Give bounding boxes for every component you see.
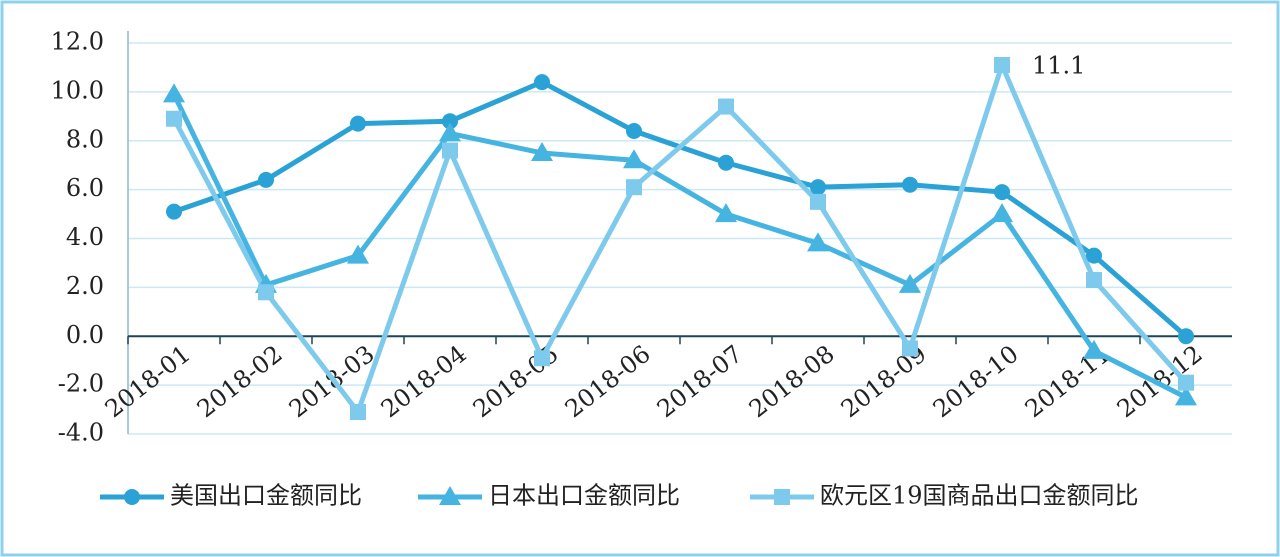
data-point xyxy=(718,98,734,115)
x-tick-label: 2018-04 xyxy=(376,340,472,423)
y-tick-label: -2.0 xyxy=(58,370,104,398)
data-point xyxy=(902,176,918,193)
series-line xyxy=(171,62,1188,415)
data-point xyxy=(442,113,458,130)
y-tick-label: 8.0 xyxy=(66,125,104,153)
data-point xyxy=(994,184,1010,201)
data-point xyxy=(1178,328,1194,345)
data-point xyxy=(810,179,826,196)
data-point xyxy=(902,340,918,357)
series-line xyxy=(173,79,1188,339)
data-point xyxy=(899,273,921,293)
data-point xyxy=(166,203,182,220)
x-tick-label: 2018-01 xyxy=(100,340,196,423)
legend-label: 欧元区19国商品出口金额同比 xyxy=(820,482,1139,510)
data-point xyxy=(810,193,826,210)
data-point xyxy=(1086,247,1102,264)
y-tick-label: 6.0 xyxy=(66,174,104,202)
y-tick-label: -4.0 xyxy=(58,419,104,447)
data-point xyxy=(534,74,550,91)
data-point xyxy=(1175,386,1197,406)
legend-label: 日本出口金额同比 xyxy=(488,482,680,510)
data-label: 11.1 xyxy=(1032,51,1085,79)
data-point xyxy=(347,244,369,264)
data-point xyxy=(715,203,737,223)
data-point xyxy=(1178,374,1194,391)
data-point xyxy=(258,171,274,188)
data-point xyxy=(626,179,642,196)
data-point xyxy=(623,149,645,169)
series-line xyxy=(171,93,1188,400)
y-tick-label: 12.0 xyxy=(51,28,104,56)
data-point xyxy=(626,122,642,139)
data-point xyxy=(439,122,461,142)
y-tick-label: 10.0 xyxy=(51,76,104,104)
data-point xyxy=(534,350,550,367)
data-point xyxy=(258,284,274,301)
data-point xyxy=(991,203,1013,223)
y-tick-label: 0.0 xyxy=(66,321,104,349)
legend-marker xyxy=(124,489,140,505)
data-point xyxy=(994,56,1010,73)
legend-label: 美国出口金额同比 xyxy=(170,482,362,510)
x-tick-label: 2018-08 xyxy=(744,340,840,423)
data-point xyxy=(442,142,458,159)
x-tick-label: 2018-02 xyxy=(192,340,288,423)
data-point xyxy=(163,83,185,103)
legend-marker xyxy=(439,486,461,505)
y-tick-label: 4.0 xyxy=(66,223,104,251)
data-point xyxy=(531,141,553,161)
data-point xyxy=(718,154,734,171)
y-tick-label: 2.0 xyxy=(66,272,104,300)
data-point xyxy=(166,110,182,127)
x-tick-label: 2018-07 xyxy=(652,340,748,423)
data-point xyxy=(1083,339,1105,359)
data-point xyxy=(350,404,366,421)
x-tick-label: 2018-06 xyxy=(560,340,656,423)
legend-marker xyxy=(774,489,790,505)
x-tick-label: 2018-10 xyxy=(928,340,1024,423)
data-point xyxy=(1086,272,1102,289)
data-point xyxy=(350,115,366,132)
data-point xyxy=(807,232,829,252)
